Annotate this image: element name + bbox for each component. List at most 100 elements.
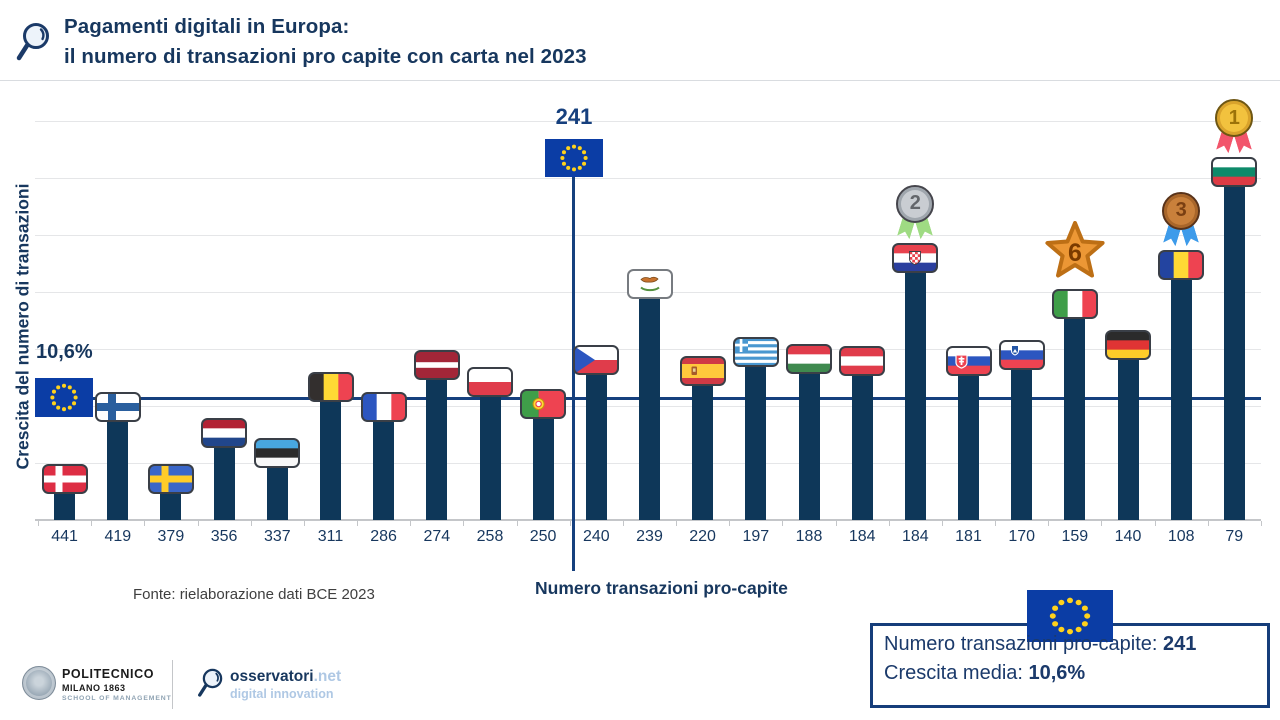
bar-at [851,360,873,520]
flag-czech-republic-icon [573,345,620,376]
bar-gr [745,351,767,520]
flag-denmark-icon [41,463,88,494]
x-axis-tick [835,521,837,526]
footer-divider [172,660,173,709]
flag-bulgaria-icon [1211,157,1258,188]
x-axis-tick [516,521,518,526]
flag-croatia-icon [892,242,939,273]
header-divider [0,80,1280,81]
bar-lv [426,363,448,520]
legend-growth-value: 10,6% [1028,662,1086,684]
x-label-de: 140 [1114,528,1142,545]
bar-it [1064,303,1086,520]
flag-netherlands-icon [201,418,248,449]
medal-silver-icon: 2 [893,184,937,242]
bar-hr [904,256,926,520]
x-axis-tick [357,521,358,526]
x-label-ro: 108 [1167,528,1195,545]
bar-es [692,369,714,520]
osservatori-brand: osservatori [230,668,314,685]
legend-growth-label: Crescita media: [884,662,1029,684]
eu-transactions-value: 241 [555,104,593,129]
title-line-2: il numero di transazioni pro capite con … [64,45,587,68]
x-label-at: 184 [848,528,876,545]
x-axis-tick [729,521,731,526]
x-label-bg: 79 [1225,528,1244,545]
flag-greece-icon [732,337,779,368]
x-axis-tick [303,521,305,526]
bar-cy [639,282,660,520]
x-axis-tick [250,521,252,526]
flag-latvia-icon [413,349,460,380]
flag-france-icon [360,392,407,422]
x-axis-tick [38,521,39,526]
x-label-it: 159 [1061,528,1089,545]
bar-si [1011,353,1033,520]
x-axis-tick [569,521,571,526]
x-label-fi: 419 [104,528,132,545]
medal-bronze-icon: 3 [1159,191,1203,249]
flag-cyprus-icon [626,268,673,299]
x-label-gr: 197 [742,528,770,545]
y-axis-title: Crescita del numero di transazioni [12,183,33,470]
x-axis-tick [1101,521,1103,526]
x-label-cz: 240 [582,528,610,545]
eu-reference-vertical-line [572,172,575,571]
page-title: Pagamenti digitali in Europa: il numero … [64,12,587,72]
x-axis-tick [197,521,199,526]
bar-pt [532,402,554,520]
gridline [35,121,1261,122]
bar-fr [373,406,395,520]
x-label-be: 311 [317,528,344,545]
x-label-se: 379 [157,528,185,545]
x-axis-title: Numero transazioni pro-capite [535,578,788,598]
x-label-si: 170 [1008,528,1036,545]
flag-slovakia-icon [945,346,992,377]
legend-transactions-label: Numero transazioni pro-capite: [884,633,1164,655]
bar-ee [266,451,288,520]
osservatori-magnifier-icon [196,666,226,700]
bar-sk [958,360,979,520]
flag-hungary-icon [786,344,832,375]
x-axis-tick [622,521,624,526]
x-label-dk: 441 [51,528,78,545]
gridline [35,235,1261,236]
x-axis-tick [91,521,93,526]
flag-romania-icon [1158,249,1205,280]
x-label-hu: 188 [795,528,823,545]
x-axis-tick [410,521,412,526]
politecnico-milano: MILANO 1863 [62,683,126,693]
bar-hu [798,358,820,520]
x-axis-tick [1207,521,1209,526]
legend-transactions-value: 241 [1163,633,1197,655]
x-label-sk: 181 [955,528,982,545]
x-label-cy: 239 [636,528,663,545]
bar-bg [1223,171,1245,520]
bar-be [320,385,341,520]
x-axis-tick [676,521,677,526]
osservatori-logo-text: osservatori.net digital innovation [230,668,341,701]
flag-slovenia-icon [998,339,1045,370]
flag-spain-icon [679,355,726,386]
flag-portugal-icon [520,388,567,419]
x-axis-tick [1260,521,1262,526]
medal-gold-icon: 1 [1212,99,1256,156]
bar-de [1117,344,1139,520]
x-axis-tick [144,521,146,526]
svg-text:6: 6 [1068,239,1082,267]
x-label-ee: 337 [263,528,291,545]
title-line-1: Pagamenti digitali in Europa: [64,15,350,38]
politecnico-seal-logo [22,666,56,700]
average-growth-line [93,397,1261,400]
magnifier-logo-icon [14,20,54,64]
source-note: Fonte: rielaborazione dati BCE 2023 [133,586,375,603]
flag-italy-icon [1051,289,1098,320]
x-axis-tick [1048,521,1050,526]
x-axis-tick [463,521,465,526]
politecnico-school: SCHOOL OF MANAGEMENT [62,695,172,702]
politecnico-name: POLITECNICO [62,667,155,681]
x-label-pl: 258 [476,528,504,545]
politecnico-logo-text: POLITECNICO MILANO 1863 SCHOOL OF MANAGE… [62,667,172,702]
x-axis-line [35,519,1261,521]
